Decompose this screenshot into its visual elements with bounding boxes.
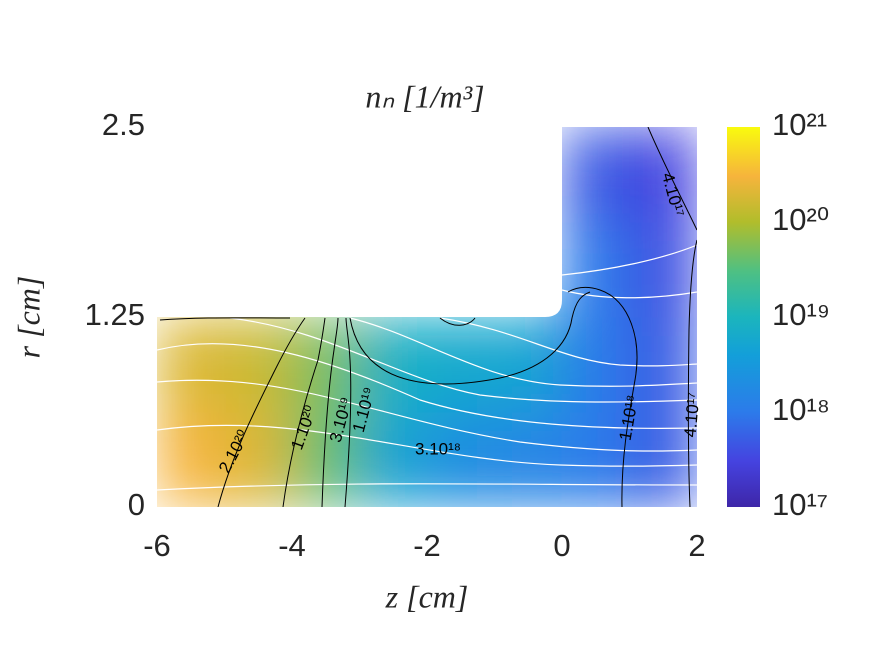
colorbar — [727, 127, 760, 507]
colorbar-tick-label: 10²¹ — [772, 107, 827, 142]
x-tick-label: -6 — [143, 528, 171, 563]
heat-cell — [494, 412, 563, 507]
contour-line — [321, 317, 339, 507]
heat-cell — [157, 317, 225, 413]
colorbar-tick-label: 10¹⁹ — [772, 297, 830, 332]
x-tick-label: -2 — [413, 528, 441, 563]
contour-label: 4.10¹⁷ — [681, 392, 704, 438]
colorbar-tick-label: 10²⁰ — [772, 202, 829, 237]
chart-title: nₙ [1/m³] — [365, 78, 484, 114]
y-axis-label: r [cm] — [10, 276, 46, 359]
heat-cell — [157, 412, 225, 507]
blank-region — [157, 127, 562, 317]
streamline — [561, 244, 697, 276]
streamline — [157, 343, 697, 429]
contour-line — [439, 317, 476, 326]
streamline — [561, 289, 697, 299]
streamlines — [157, 244, 697, 491]
contour-line — [159, 317, 291, 321]
heat-cell — [427, 412, 495, 507]
heat-cell — [224, 317, 293, 413]
y-tick-label: 2.5 — [102, 107, 145, 142]
y-tick-label: 0 — [128, 487, 145, 522]
contours — [159, 127, 697, 507]
streamline — [229, 317, 697, 403]
x-tick-label: -4 — [278, 528, 306, 563]
x-tick-label: 0 — [553, 528, 570, 563]
contour-line — [217, 317, 306, 507]
contour-line — [687, 239, 697, 507]
streamline — [157, 424, 697, 467]
contour-line — [647, 127, 697, 231]
streamline — [157, 483, 697, 491]
heat-cell — [359, 412, 428, 507]
heat-cell — [562, 127, 630, 223]
contour-line — [344, 317, 352, 507]
y-tick-label: 1.25 — [85, 297, 145, 332]
contour-label: 3.10¹⁸ — [415, 439, 461, 458]
streamline — [157, 379, 697, 452]
contour-line — [349, 291, 591, 385]
heat-cell — [629, 222, 697, 318]
x-tick-label: 2 — [688, 528, 705, 563]
streamline — [349, 317, 697, 387]
x-axis-label: z [cm] — [385, 578, 469, 614]
contour-line — [282, 317, 326, 507]
heat-cell — [427, 317, 495, 413]
colorbar-tick-label: 10¹⁸ — [772, 392, 830, 427]
heat-cell — [359, 317, 428, 413]
contour-line — [567, 286, 638, 507]
streamline — [439, 317, 697, 367]
colorbar-tick-label: 10¹⁷ — [772, 487, 828, 522]
